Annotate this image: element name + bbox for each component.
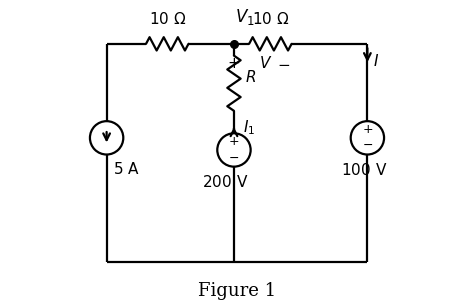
Text: $100\ \mathrm{V}$: $100\ \mathrm{V}$ [341, 162, 388, 178]
Text: $+$: $+$ [362, 123, 373, 136]
Text: $I$: $I$ [374, 53, 380, 69]
Text: Figure 1: Figure 1 [198, 282, 276, 300]
Text: $R$: $R$ [246, 69, 256, 85]
Text: $10\ \Omega$: $10\ \Omega$ [252, 11, 289, 27]
Text: $-$: $-$ [277, 57, 290, 71]
Text: $-$: $-$ [228, 151, 239, 163]
Text: $-$: $-$ [362, 138, 373, 151]
Text: $+$: $+$ [228, 57, 240, 71]
Text: $V$: $V$ [259, 55, 272, 71]
Text: $I_1$: $I_1$ [243, 119, 255, 137]
Text: $V_1$: $V_1$ [236, 7, 255, 27]
Text: $5\ \mathrm{A}$: $5\ \mathrm{A}$ [113, 161, 140, 177]
Text: $200\ \mathrm{V}$: $200\ \mathrm{V}$ [201, 174, 248, 190]
Text: $+$: $+$ [228, 136, 239, 148]
Text: $10\ \Omega$: $10\ \Omega$ [148, 11, 186, 27]
